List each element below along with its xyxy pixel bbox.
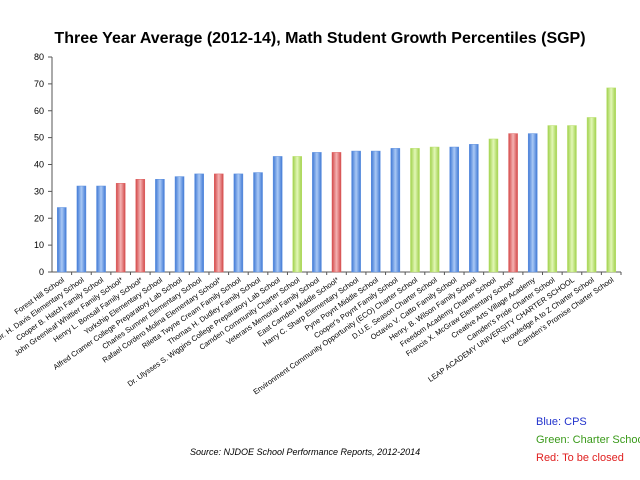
bar xyxy=(488,138,499,273)
source-note: Source: NJDOE School Performance Reports… xyxy=(190,447,421,457)
chart-title: Three Year Average (2012-14), Math Stude… xyxy=(54,30,586,47)
bar xyxy=(547,125,558,273)
bar xyxy=(272,156,283,273)
bar xyxy=(96,185,106,273)
y-tick-label: 20 xyxy=(34,213,44,223)
bar xyxy=(449,146,459,273)
bar xyxy=(586,117,597,273)
bar xyxy=(76,185,87,273)
y-tick-label: 40 xyxy=(34,160,44,170)
bar xyxy=(331,152,342,273)
bar xyxy=(410,148,420,273)
legend-item-cps: Blue: CPS xyxy=(536,416,587,428)
y-tick-label: 70 xyxy=(34,79,44,89)
bar xyxy=(469,144,479,273)
bar xyxy=(115,183,126,273)
y-tick-label: 10 xyxy=(34,240,44,250)
bar xyxy=(135,179,146,273)
bar xyxy=(214,173,224,273)
bar xyxy=(508,133,518,273)
bar xyxy=(606,87,616,273)
bar xyxy=(351,150,361,273)
legend-item-charter: Green: Charter Schools xyxy=(536,434,640,446)
y-tick-label: 50 xyxy=(34,133,44,143)
bar xyxy=(370,150,381,273)
bar xyxy=(527,133,538,273)
legend: Blue: CPS Green: Charter Schools Red: To… xyxy=(536,413,640,467)
bar xyxy=(233,173,244,273)
bar xyxy=(390,148,401,273)
legend-item-closed: Red: To be closed xyxy=(536,452,624,464)
y-tick-label: 30 xyxy=(34,186,44,196)
bar xyxy=(57,207,67,273)
bar xyxy=(567,125,577,273)
y-tick-label: 80 xyxy=(34,52,44,62)
bar xyxy=(312,152,322,273)
bar xyxy=(194,173,204,273)
bar xyxy=(253,172,263,273)
bar xyxy=(292,156,303,273)
bar xyxy=(174,176,185,273)
bar xyxy=(429,146,440,273)
y-tick-label: 0 xyxy=(39,267,44,277)
y-tick-label: 60 xyxy=(34,106,44,116)
bar xyxy=(155,179,165,273)
